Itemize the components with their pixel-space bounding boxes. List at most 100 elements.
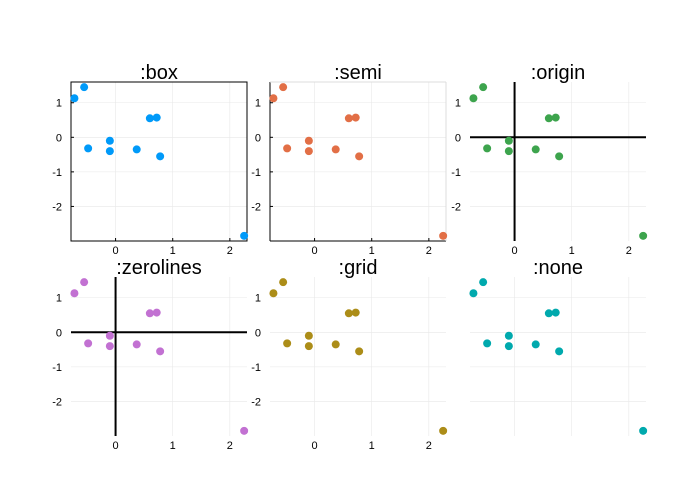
y-tick-label: -1 bbox=[251, 362, 261, 374]
x-tick-label: 2 bbox=[227, 440, 233, 452]
data-point bbox=[279, 278, 288, 287]
y-tick-label: 0 bbox=[56, 132, 62, 144]
data-point bbox=[555, 152, 564, 161]
data-point bbox=[504, 136, 513, 145]
data-point bbox=[331, 340, 340, 349]
x-tick-label: 2 bbox=[227, 245, 233, 257]
data-point bbox=[105, 342, 114, 351]
y-tick-label: 1 bbox=[455, 98, 461, 110]
y-tick-label: -1 bbox=[52, 362, 62, 374]
y-tick-label: -2 bbox=[251, 201, 261, 213]
x-tick-label: 2 bbox=[426, 440, 432, 452]
subplot-semi: :semi 1 0 -1 -2 0 1 2 bbox=[251, 62, 448, 257]
y-tick-label: -2 bbox=[52, 201, 62, 213]
subplot-box: :box 1 0 -1 -2 0 1 2 bbox=[52, 62, 249, 257]
y-tick-label: -1 bbox=[52, 167, 62, 179]
data-point bbox=[70, 289, 79, 298]
data-point bbox=[531, 145, 540, 154]
data-point bbox=[483, 339, 492, 348]
data-point bbox=[555, 347, 564, 356]
x-tick-label: 1 bbox=[569, 245, 575, 257]
data-point bbox=[240, 231, 249, 240]
y-tick-label: 0 bbox=[56, 327, 62, 339]
data-point bbox=[351, 308, 360, 317]
data-point bbox=[344, 114, 353, 123]
x-tick-label: 2 bbox=[626, 245, 632, 257]
data-point bbox=[156, 347, 165, 356]
data-point bbox=[156, 152, 165, 161]
data-point bbox=[84, 339, 93, 348]
data-point bbox=[145, 309, 154, 318]
y-tick-label: -2 bbox=[52, 396, 62, 408]
data-point bbox=[283, 144, 292, 153]
y-tick-label: 1 bbox=[56, 98, 62, 110]
data-point bbox=[80, 83, 89, 92]
data-point bbox=[531, 340, 540, 349]
data-point bbox=[439, 426, 448, 435]
y-tick-label: 0 bbox=[255, 327, 261, 339]
data-point bbox=[304, 342, 313, 351]
x-tick-label: 0 bbox=[512, 245, 518, 257]
data-point bbox=[132, 340, 141, 349]
subplot-title: :box bbox=[140, 62, 178, 84]
subplot-origin: :origin 1 0 -1 -2 0 1 2 bbox=[451, 62, 648, 257]
data-point bbox=[331, 145, 340, 154]
axes-box bbox=[70, 81, 248, 242]
data-point bbox=[283, 339, 292, 348]
data-point bbox=[639, 426, 648, 435]
x-tick-label: 0 bbox=[113, 440, 119, 452]
subplot-title: :grid bbox=[339, 257, 378, 279]
data-point bbox=[469, 94, 478, 103]
x-tick-label: 1 bbox=[170, 245, 176, 257]
data-point bbox=[483, 144, 492, 153]
data-point bbox=[304, 136, 313, 145]
data-point bbox=[84, 144, 93, 153]
data-point bbox=[504, 147, 513, 156]
subplot-title: :semi bbox=[334, 62, 382, 84]
subplot-grid: :grid 1 0 -1 -2 0 1 2 bbox=[251, 257, 448, 452]
data-point bbox=[551, 308, 560, 317]
x-tick-label: 0 bbox=[312, 440, 318, 452]
data-point bbox=[105, 331, 114, 340]
data-point bbox=[351, 113, 360, 122]
data-point bbox=[544, 309, 553, 318]
x-tick-label: 2 bbox=[426, 245, 432, 257]
data-point bbox=[279, 83, 288, 92]
data-point bbox=[469, 289, 478, 298]
data-point bbox=[269, 94, 278, 103]
x-tick-label: 1 bbox=[369, 245, 375, 257]
subplot-none: :none bbox=[469, 257, 648, 436]
data-point bbox=[544, 114, 553, 123]
x-tick-label: 1 bbox=[369, 440, 375, 452]
y-tick-label: -1 bbox=[251, 167, 261, 179]
data-point bbox=[639, 231, 648, 240]
data-point bbox=[152, 308, 161, 317]
data-point bbox=[355, 347, 364, 356]
data-point bbox=[551, 113, 560, 122]
data-point bbox=[439, 231, 448, 240]
y-tick-label: 1 bbox=[255, 98, 261, 110]
data-point bbox=[479, 278, 488, 287]
data-point bbox=[269, 289, 278, 298]
y-tick-label: -2 bbox=[451, 201, 461, 213]
x-tick-label: 0 bbox=[113, 245, 119, 257]
data-point bbox=[145, 114, 154, 123]
data-point bbox=[240, 426, 249, 435]
data-point bbox=[344, 309, 353, 318]
y-tick-label: 1 bbox=[255, 293, 261, 305]
data-point bbox=[132, 145, 141, 154]
y-tick-label: 0 bbox=[455, 132, 461, 144]
subplot-zerolines: :zerolines 1 0 -1 -2 0 1 2 bbox=[52, 257, 249, 452]
subplot-title: :zerolines bbox=[116, 257, 202, 279]
data-point bbox=[504, 331, 513, 340]
y-tick-label: -1 bbox=[451, 167, 461, 179]
subplot-title: :none bbox=[533, 257, 583, 279]
data-point bbox=[504, 342, 513, 351]
data-point bbox=[479, 83, 488, 92]
data-point bbox=[105, 136, 114, 145]
data-point bbox=[80, 278, 89, 287]
x-tick-label: 0 bbox=[312, 245, 318, 257]
y-tick-label: 1 bbox=[56, 293, 62, 305]
y-tick-label: -2 bbox=[251, 396, 261, 408]
